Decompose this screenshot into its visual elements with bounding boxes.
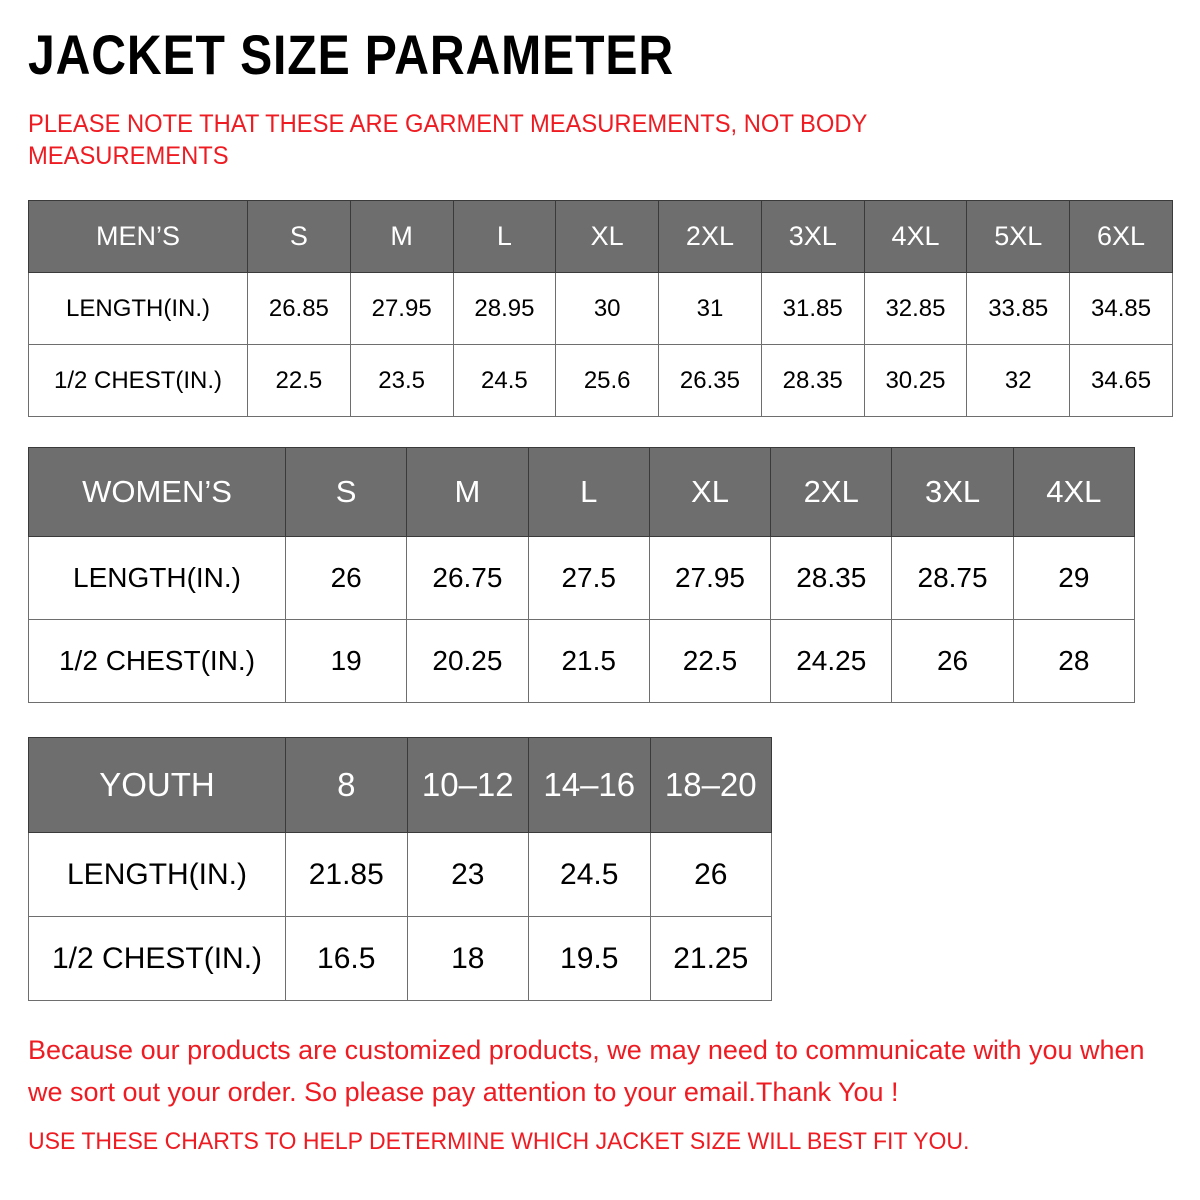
cell-value: 24.25	[770, 619, 893, 703]
table-header-row: YOUTH 8 10–12 14–16 18–20	[28, 737, 772, 833]
cell-value: 19	[284, 619, 408, 703]
cell-value: 30.25	[863, 344, 968, 417]
cell-value: 24.5	[452, 344, 557, 417]
table-header-row: WOMEN’S S M L XL 2XL 3XL 4XL	[28, 447, 1136, 537]
column-header-6xl: 6XL	[1069, 200, 1173, 273]
footer-customization-note: Because our products are customized prod…	[28, 1035, 1145, 1107]
cell-value: 32.85	[863, 272, 968, 345]
cell-value: 28.35	[770, 536, 893, 620]
column-header-5xl: 5XL	[966, 200, 1071, 273]
column-header-8: 8	[285, 737, 408, 833]
cell-value: 26	[891, 619, 1014, 703]
column-header-10-12: 10–12	[406, 737, 529, 833]
table-header-row: MEN’S S M L XL 2XL 3XL 4XL 5XL 6XL	[28, 200, 1173, 273]
cell-value: 33.85	[966, 272, 1071, 345]
column-header-3xl: 3XL	[891, 447, 1014, 537]
column-header-4xl: 4XL	[863, 200, 968, 273]
cell-value: 19.5	[528, 916, 651, 1001]
column-header-4xl: 4XL	[1012, 447, 1136, 537]
row-label-half-chest: 1/2 CHEST(IN.)	[28, 344, 248, 417]
cell-value: 22.5	[648, 619, 772, 703]
table-row: LENGTH(IN.) 26 26.75 27.5 27.95 28.35 28…	[28, 536, 1136, 620]
cell-value: 23	[406, 832, 529, 917]
youth-table-title-cell: YOUTH	[28, 737, 286, 833]
cell-value: 26.85	[247, 272, 351, 345]
cell-value: 26	[649, 832, 772, 917]
column-header-14-16: 14–16	[528, 737, 651, 833]
cell-value: 28	[1012, 619, 1136, 703]
cell-value: 21.5	[527, 619, 650, 703]
cell-value: 26.75	[406, 536, 529, 620]
column-header-l: L	[452, 200, 557, 273]
column-header-xl: XL	[648, 447, 772, 537]
cell-value: 34.85	[1069, 272, 1173, 345]
row-label-half-chest: 1/2 CHEST(IN.)	[28, 916, 286, 1001]
table-row: LENGTH(IN.) 26.85 27.95 28.95 30 31 31.8…	[28, 272, 1173, 345]
womens-table-title-cell: WOMEN’S	[28, 447, 286, 537]
cell-value: 28.75	[891, 536, 1014, 620]
cell-value: 27.95	[349, 272, 454, 345]
cell-value: 20.25	[406, 619, 529, 703]
cell-value: 25.6	[555, 344, 660, 417]
garment-measurement-note: PLEASE NOTE THAT THESE ARE GARMENT MEASU…	[28, 110, 867, 170]
cell-value: 29	[1012, 536, 1136, 620]
cell-value: 22.5	[247, 344, 351, 417]
column-header-l: L	[527, 447, 650, 537]
cell-value: 28.95	[452, 272, 557, 345]
table-row: 1/2 CHEST(IN.) 16.5 18 19.5 21.25	[28, 916, 772, 1001]
cell-value: 27.95	[648, 536, 772, 620]
table-row: LENGTH(IN.) 21.85 23 24.5 26	[28, 832, 772, 917]
row-label-half-chest: 1/2 CHEST(IN.)	[28, 619, 286, 703]
table-row: 1/2 CHEST(IN.) 19 20.25 21.5 22.5 24.25 …	[28, 619, 1136, 703]
youth-size-table: YOUTH 8 10–12 14–16 18–20 LENGTH(IN.) 21…	[28, 737, 772, 1001]
column-header-m: M	[349, 200, 454, 273]
cell-value: 24.5	[528, 832, 651, 917]
cell-value: 26.35	[658, 344, 762, 417]
footer-usage-note: USE THESE CHARTS TO HELP DETERMINE WHICH…	[28, 1128, 970, 1155]
cell-value: 32	[966, 344, 1071, 417]
cell-value: 16.5	[285, 916, 408, 1001]
cell-value: 31.85	[760, 272, 865, 345]
column-header-s: S	[247, 200, 351, 273]
page-title: JACKET SIZE PARAMETER	[28, 23, 674, 86]
cell-value: 18	[406, 916, 529, 1001]
mens-table-title-cell: MEN’S	[28, 200, 248, 273]
mens-size-table: MEN’S S M L XL 2XL 3XL 4XL 5XL 6XL LENGT…	[28, 200, 1173, 417]
cell-value: 26	[284, 536, 408, 620]
table-row: 1/2 CHEST(IN.) 22.5 23.5 24.5 25.6 26.35…	[28, 344, 1173, 417]
cell-value: 27.5	[527, 536, 650, 620]
cell-value: 21.85	[285, 832, 408, 917]
column-header-3xl: 3XL	[760, 200, 865, 273]
cell-value: 31	[658, 272, 762, 345]
column-header-18-20: 18–20	[649, 737, 772, 833]
cell-value: 28.35	[760, 344, 865, 417]
cell-value: 34.65	[1069, 344, 1173, 417]
womens-size-table: WOMEN’S S M L XL 2XL 3XL 4XL LENGTH(IN.)…	[28, 447, 1136, 703]
column-header-2xl: 2XL	[770, 447, 893, 537]
cell-value: 23.5	[349, 344, 454, 417]
row-label-length: LENGTH(IN.)	[28, 272, 248, 345]
cell-value: 30	[555, 272, 660, 345]
column-header-s: S	[284, 447, 408, 537]
column-header-2xl: 2XL	[658, 200, 762, 273]
row-label-length: LENGTH(IN.)	[28, 536, 286, 620]
column-header-xl: XL	[555, 200, 660, 273]
column-header-m: M	[406, 447, 529, 537]
row-label-length: LENGTH(IN.)	[28, 832, 286, 917]
cell-value: 21.25	[649, 916, 772, 1001]
